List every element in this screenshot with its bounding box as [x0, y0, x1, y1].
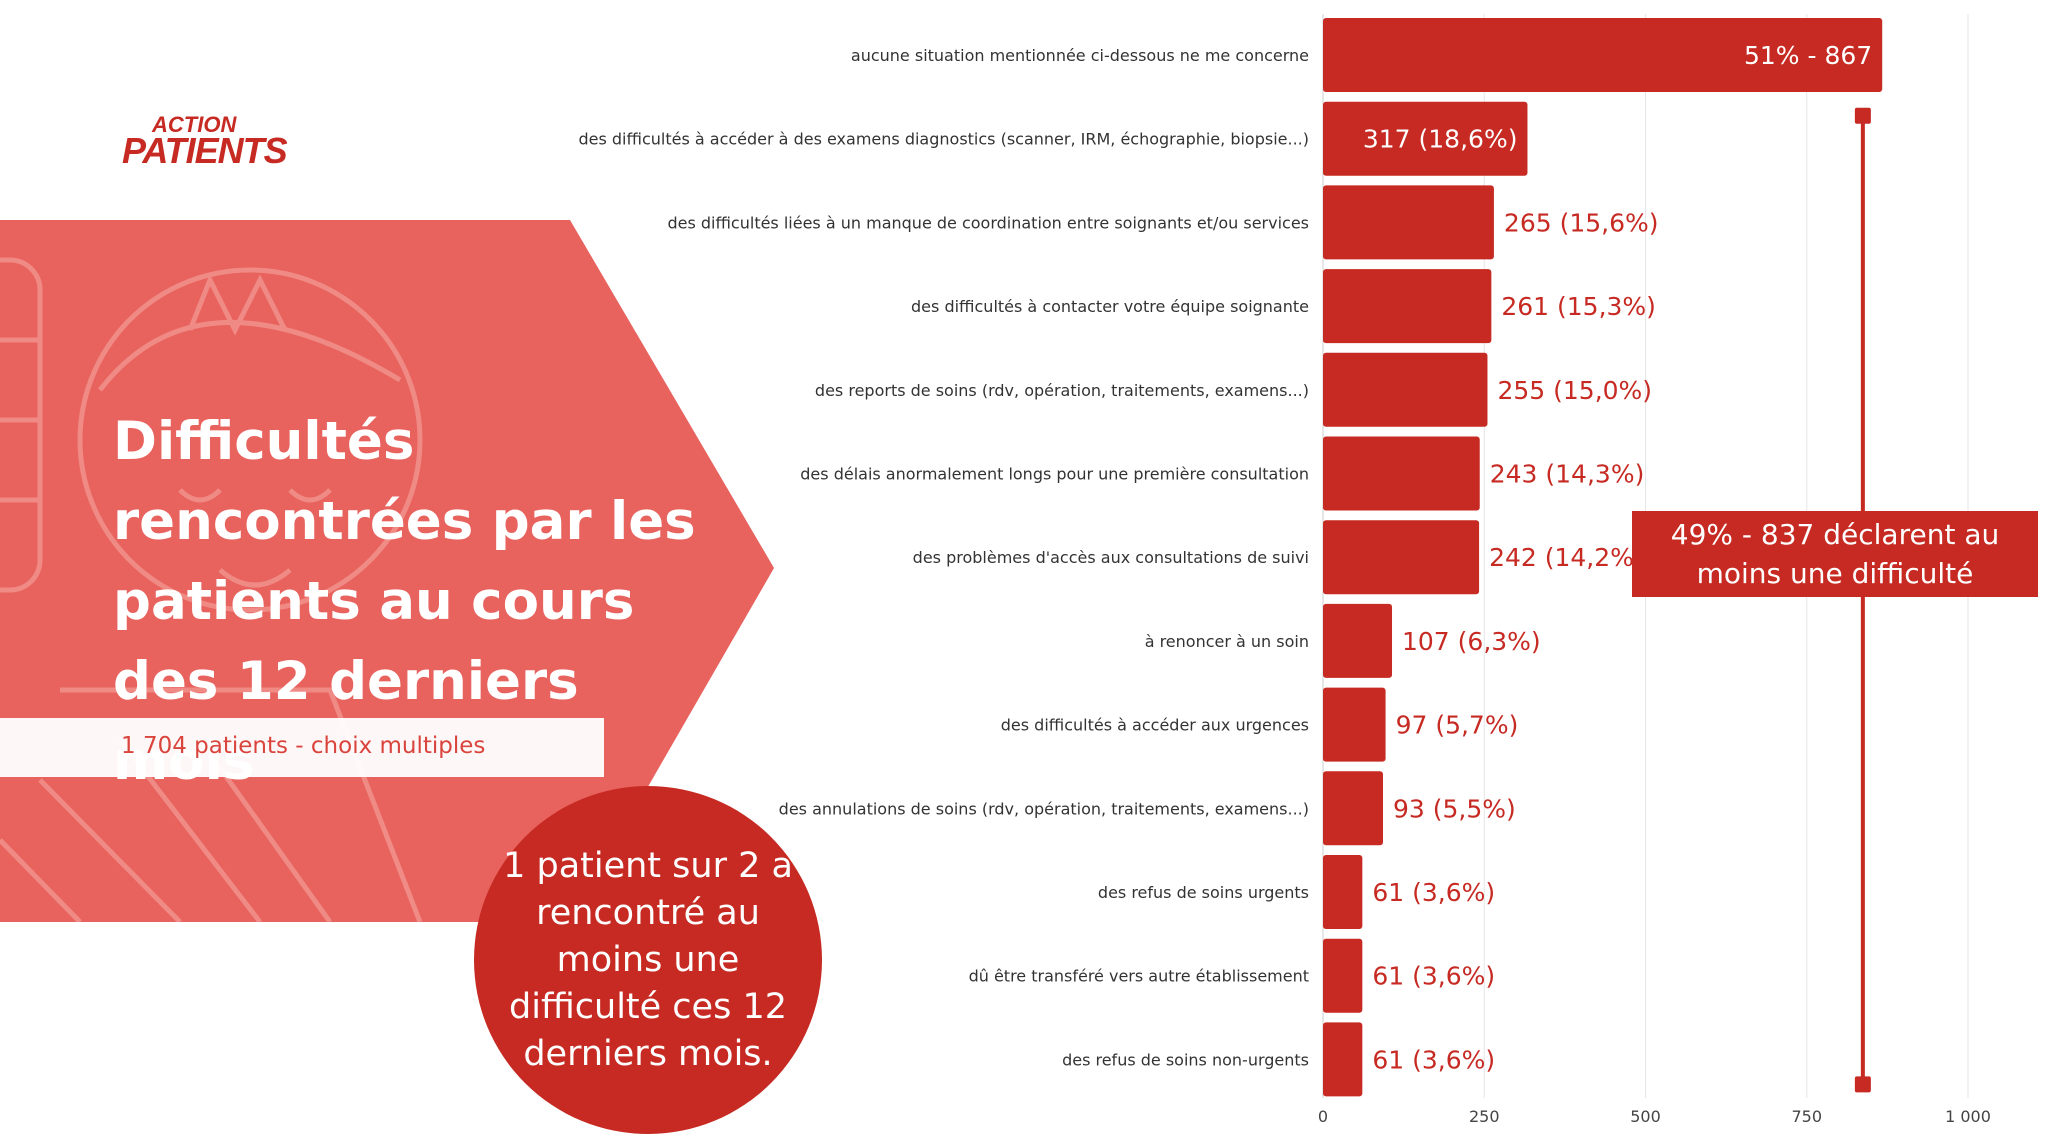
- bar: [1323, 185, 1494, 260]
- category-label: dû être transféré vers autre établisseme…: [969, 967, 1309, 986]
- difficulty-callout: 49% - 837 déclarent au moins une difficu…: [1632, 511, 2038, 597]
- x-tick-label: 500: [1630, 1107, 1661, 1126]
- category-label: des difficultés à accéder à des examens …: [578, 130, 1309, 149]
- category-label: des problèmes d'accès aux consultations …: [913, 548, 1309, 567]
- data-label: 255 (15,0%): [1497, 376, 1652, 405]
- panel-title: Difficultés rencontrées par les patients…: [113, 411, 696, 792]
- category-label: des refus de soins urgents: [1098, 883, 1309, 902]
- bar: [1323, 1022, 1363, 1097]
- bar: [1323, 771, 1383, 846]
- data-label: 51% - 867: [1744, 41, 1872, 70]
- bar: [1323, 18, 1883, 92]
- data-label: 107 (6,3%): [1402, 627, 1541, 656]
- bar: [1323, 101, 1528, 176]
- category-label: des difficultés liées à un manque de coo…: [667, 213, 1309, 232]
- callout-text: 49% - 837 déclarent au moins une difficu…: [1670, 518, 2000, 590]
- bar: [1323, 855, 1363, 929]
- bracket-start-marker: [1854, 107, 1871, 124]
- category-label: des délais anormalement longs pour une p…: [800, 465, 1309, 484]
- category-label: aucune situation mentionnée ci-dessous n…: [851, 46, 1309, 65]
- bar: [1323, 352, 1488, 427]
- data-label: 97 (5,7%): [1396, 711, 1519, 740]
- bar: [1323, 687, 1386, 762]
- data-label: 243 (14,3%): [1490, 460, 1645, 489]
- category-label: des annulations de soins (rdv, opération…: [779, 799, 1309, 818]
- category-label: des difficultés à contacter votre équipe…: [911, 297, 1309, 316]
- category-label: des reports de soins (rdv, opération, tr…: [815, 381, 1309, 400]
- bar: [1323, 603, 1393, 678]
- x-tick-label: 750: [1791, 1107, 1822, 1126]
- data-label: 265 (15,6%): [1504, 208, 1659, 237]
- action-patients-logo: ACTION PATIENTS: [122, 112, 288, 172]
- summary-bubble: 1 patient sur 2 a rencontré au moins une…: [474, 786, 822, 1134]
- subtitle-box: [0, 718, 604, 777]
- data-label: 261 (15,3%): [1501, 292, 1656, 321]
- x-tick-label: 250: [1469, 1107, 1500, 1126]
- category-label: des difficultés à accéder aux urgences: [1001, 716, 1309, 735]
- panel-subtitle: 1 704 patients - choix multiples: [121, 733, 486, 759]
- category-label: des refus de soins non-urgents: [1062, 1050, 1309, 1069]
- category-label: à renoncer à un soin: [1145, 632, 1309, 651]
- logo-line1: ACTION: [152, 112, 237, 137]
- x-tick-label: 1 000: [1945, 1107, 1991, 1126]
- data-label: 61 (3,6%): [1372, 878, 1495, 907]
- data-label: 61 (3,6%): [1372, 962, 1495, 991]
- bar: [1323, 938, 1363, 1013]
- bar: [1323, 520, 1480, 595]
- logo-line2: PATIENTS: [122, 130, 288, 171]
- data-label: 242 (14,2%): [1489, 543, 1644, 572]
- data-label: 317 (18,6%): [1363, 125, 1518, 154]
- data-label: 61 (3,6%): [1372, 1045, 1495, 1074]
- bar: [1323, 436, 1480, 511]
- patient-illustration: [0, 257, 423, 922]
- bar: [1323, 269, 1492, 344]
- data-label: 93 (5,5%): [1393, 794, 1516, 823]
- x-tick-label: 0: [1318, 1107, 1328, 1126]
- summary-text: 1 patient sur 2 a rencontré au moins une…: [503, 845, 793, 1074]
- bracket-end-marker: [1854, 1076, 1871, 1093]
